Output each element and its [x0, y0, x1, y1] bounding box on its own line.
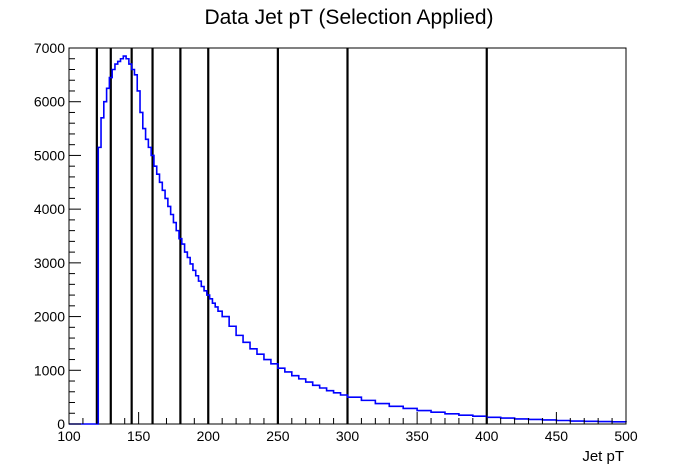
- x-tick-label: 200: [197, 428, 221, 444]
- x-tick-label: 100: [57, 428, 81, 444]
- x-tick-label: 300: [336, 428, 360, 444]
- x-tick-label: 450: [545, 428, 569, 444]
- chart-title: Data Jet pT (Selection Applied): [204, 6, 493, 29]
- marker-lines: [95, 48, 488, 424]
- y-tick-label: 3000: [34, 255, 65, 271]
- y-tick-label: 7000: [34, 40, 65, 56]
- x-tick-label: 500: [614, 428, 638, 444]
- x-tick-label: 150: [127, 428, 151, 444]
- x-tick-label: 400: [475, 428, 499, 444]
- x-tick-label: 250: [266, 428, 290, 444]
- x-axis: 100 150 200 250 300 350 400 450 500: [57, 412, 638, 444]
- series-line: [69, 55, 627, 425]
- y-tick-label: 4000: [34, 201, 65, 217]
- x-axis-label: Jet pT: [582, 448, 624, 465]
- series-layer: [69, 55, 627, 425]
- y-tick-label: 1000: [34, 362, 65, 378]
- y-tick-label: 5000: [34, 147, 65, 163]
- y-axis: 0 1000 2000 3000 4000 5000 6000 7000: [34, 40, 81, 432]
- y-tick-label: 0: [57, 416, 65, 432]
- x-tick-label: 350: [405, 428, 429, 444]
- y-tick-label: 2000: [34, 309, 65, 325]
- y-tick-label: 6000: [34, 94, 65, 110]
